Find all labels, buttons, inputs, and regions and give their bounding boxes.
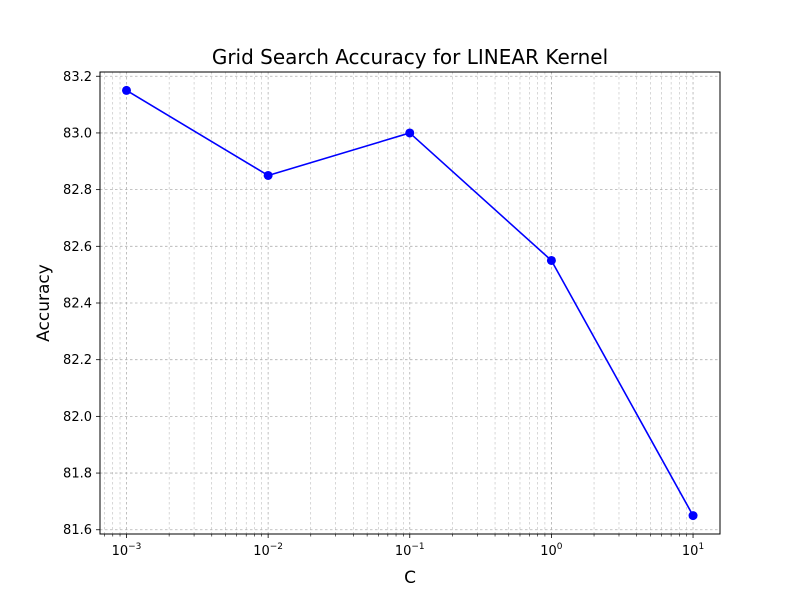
data-point xyxy=(121,85,131,95)
x-tick-exponent: −1 xyxy=(411,542,424,552)
x-tick-base: 10 xyxy=(395,544,412,559)
x-axis-label: C xyxy=(404,568,416,588)
ticks: 81.681.882.082.282.482.682.883.083.210−3… xyxy=(63,70,704,559)
y-tick-label: 81.6 xyxy=(63,523,92,538)
x-tick-label: 10−1 xyxy=(395,542,425,559)
y-tick-label: 82.4 xyxy=(63,297,92,312)
x-tick-exponent: −3 xyxy=(128,542,141,552)
y-tick-label: 82.6 xyxy=(63,240,92,255)
chart-title: Grid Search Accuracy for LINEAR Kernel xyxy=(212,45,608,69)
y-tick-label: 82.8 xyxy=(63,183,92,198)
data-point xyxy=(263,170,273,180)
x-tick-label: 101 xyxy=(682,542,704,559)
x-tick-base: 10 xyxy=(253,544,270,559)
y-tick-label: 82.0 xyxy=(63,410,92,425)
data-point xyxy=(688,511,698,521)
x-tick-exponent: −2 xyxy=(270,542,283,552)
y-axis-label: Accuracy xyxy=(34,264,54,342)
y-tick-label: 83.0 xyxy=(63,126,92,141)
y-tick-label: 82.2 xyxy=(63,353,92,368)
y-tick-label: 81.8 xyxy=(63,467,92,482)
data-point xyxy=(405,128,415,138)
x-tick-label: 100 xyxy=(540,542,563,559)
data-point xyxy=(546,255,556,265)
x-tick-label: 10−2 xyxy=(253,542,283,559)
x-tick-base: 10 xyxy=(682,544,699,559)
x-tick-exponent: 1 xyxy=(698,542,704,552)
plot-area xyxy=(121,85,698,521)
x-tick-base: 10 xyxy=(540,544,557,559)
y-tick-label: 83.2 xyxy=(63,70,92,85)
x-tick-label: 10−3 xyxy=(112,542,142,559)
x-tick-base: 10 xyxy=(112,544,129,559)
x-tick-exponent: 0 xyxy=(557,542,563,552)
